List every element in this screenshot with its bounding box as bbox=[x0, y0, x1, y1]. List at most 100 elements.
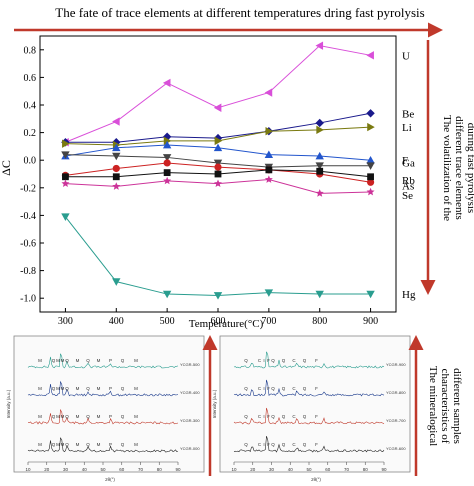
xrd-peak-label: Q bbox=[271, 442, 275, 447]
xrd-left-x-ticks: 10 20 30 40 50 60 70 80 90 bbox=[25, 461, 181, 472]
xrd-peak-label: I bbox=[263, 442, 264, 447]
xrd-left-x-label: 2θ(°) bbox=[105, 477, 115, 482]
x-tick-label: 700 bbox=[261, 316, 276, 327]
xrd-peak-label: Q bbox=[52, 414, 56, 419]
data-point bbox=[315, 118, 324, 128]
data-point bbox=[162, 78, 171, 88]
xrd-peak-label: M bbox=[61, 414, 65, 419]
data-point bbox=[163, 169, 171, 177]
data-point bbox=[367, 173, 374, 181]
xrd-peak-label: Q bbox=[86, 414, 90, 419]
xrd-right-x-ticks: 10 20 30 40 50 60 70 80 90 bbox=[231, 461, 387, 472]
xrd-left-frame bbox=[13, 335, 205, 473]
y-axis-label: ΔC bbox=[0, 160, 13, 176]
xrd-left-y-label: Intensity (a.u.) bbox=[6, 389, 11, 418]
y-tick-label: 0.0 bbox=[24, 156, 37, 167]
xrd-peak-label: Q bbox=[121, 386, 125, 391]
side-note-bottom-line: characteristics of bbox=[439, 369, 451, 444]
data-point bbox=[315, 162, 324, 170]
data-point bbox=[264, 88, 273, 97]
xrd-peak-label: F bbox=[267, 414, 270, 419]
xrd-tick-label: 60 bbox=[119, 467, 125, 472]
series-label: Se bbox=[402, 190, 413, 202]
xrd-peak-label: Q bbox=[65, 442, 69, 447]
data-point bbox=[62, 173, 69, 181]
data-point bbox=[366, 156, 375, 164]
data-point bbox=[214, 179, 222, 188]
xrd-peak-label: Q bbox=[65, 358, 69, 363]
xrd-right-frame bbox=[219, 335, 411, 473]
data-point bbox=[366, 109, 375, 118]
xrd-peak-label: M bbox=[76, 414, 80, 419]
xrd-peak-label: Q bbox=[282, 442, 286, 447]
xrd-sample-name: YCGR-300 bbox=[180, 418, 200, 423]
xrd-sample-name: YCGR-900 bbox=[386, 362, 406, 367]
series-rb bbox=[62, 166, 374, 181]
xrd-peak-label: Q bbox=[303, 386, 307, 391]
xrd-peak-label: Q bbox=[244, 442, 248, 447]
xrd-peak-label: M bbox=[134, 414, 138, 419]
xrd-peak-label: Q bbox=[271, 386, 275, 391]
series-label: Ga bbox=[402, 158, 415, 170]
xrd-peak-label: P bbox=[109, 414, 112, 419]
xrd-peak-label: F bbox=[267, 358, 270, 363]
side-note-top-line: The volatilization of the bbox=[441, 115, 453, 221]
y-tick-label: -0.2 bbox=[20, 183, 36, 194]
xrd-peak-label: C bbox=[258, 358, 262, 363]
xrd-peak-label: C bbox=[292, 386, 296, 391]
data-point bbox=[366, 162, 375, 170]
xrd-peak-label: F bbox=[267, 442, 270, 447]
data-point bbox=[316, 125, 324, 135]
data-point bbox=[315, 41, 324, 50]
xrd-sample-name: YCGR-700 bbox=[386, 418, 406, 423]
xrd-peak-label: M bbox=[134, 358, 138, 363]
xrd-peak-label: M bbox=[76, 442, 80, 447]
xrd-sample-name: YCGR-000 bbox=[180, 446, 200, 451]
data-point bbox=[213, 133, 223, 143]
data-point bbox=[264, 150, 274, 159]
data-point bbox=[61, 213, 70, 221]
xrd-peak-label: Q bbox=[271, 358, 275, 363]
data-point bbox=[315, 290, 324, 299]
xrd-tick-label: 60 bbox=[325, 467, 331, 472]
xrd-pattern-line bbox=[233, 379, 385, 397]
xrd-peak-label: M bbox=[56, 414, 60, 419]
xrd-sample-name: YCGR-400 bbox=[180, 390, 200, 395]
data-point bbox=[213, 292, 223, 300]
xrd-peak-label: P bbox=[109, 386, 112, 391]
data-point bbox=[316, 167, 324, 175]
data-point bbox=[367, 122, 375, 132]
xrd-peak-label: C bbox=[258, 442, 262, 447]
x-tick-label: 500 bbox=[160, 316, 175, 327]
xrd-tick-label: 80 bbox=[157, 467, 163, 472]
xrd-pattern-line bbox=[233, 407, 385, 425]
xrd-peak-label: M bbox=[134, 442, 138, 447]
xrd-right-x-label: 2θ(°) bbox=[311, 477, 321, 482]
xrd-peak-label: Q bbox=[86, 358, 90, 363]
xrd-peak-label: Q bbox=[121, 358, 125, 363]
xrd-tick-label: 80 bbox=[363, 467, 369, 472]
xrd-peak-label: Q bbox=[271, 414, 275, 419]
data-point bbox=[213, 103, 222, 112]
y-tick-label: -0.4 bbox=[20, 211, 36, 222]
xrd-peak-label: Q bbox=[65, 386, 69, 391]
xrd-left-patterns bbox=[27, 353, 179, 453]
xrd-pattern-line bbox=[27, 380, 179, 397]
xrd-tick-label: 40 bbox=[82, 467, 88, 472]
xrd-peak-label: M bbox=[61, 442, 65, 447]
x-tick-label: 300 bbox=[58, 316, 73, 327]
xrd-peak-label: M bbox=[38, 414, 42, 419]
data-point bbox=[61, 179, 70, 188]
data-point bbox=[265, 166, 273, 174]
xrd-peak-label: Q bbox=[282, 386, 286, 391]
data-point bbox=[62, 139, 70, 148]
xrd-peak-label: M bbox=[56, 442, 60, 447]
xrd-tick-label: 30 bbox=[63, 467, 69, 472]
data-point bbox=[163, 136, 172, 146]
xrd-peak-label: M bbox=[134, 386, 138, 391]
xrd-tick-label: 30 bbox=[269, 467, 275, 472]
data-point bbox=[366, 187, 375, 196]
data-point bbox=[366, 178, 375, 186]
xrd-peak-label: M bbox=[97, 414, 101, 419]
